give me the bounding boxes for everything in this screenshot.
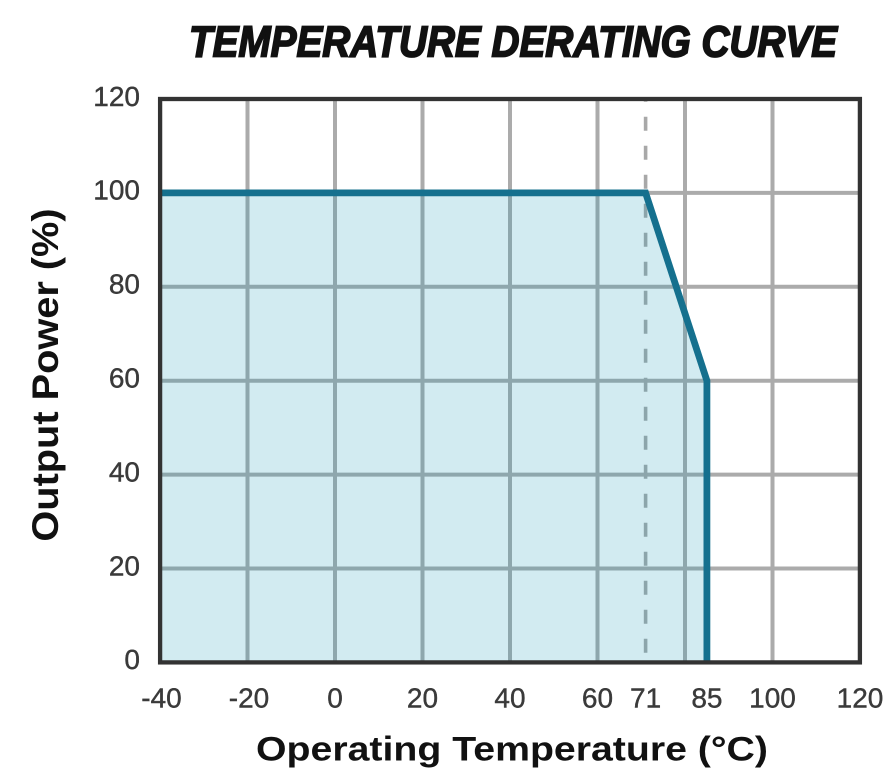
svg-text:100: 100 <box>749 683 796 714</box>
svg-text:-20: -20 <box>229 683 269 714</box>
svg-text:100: 100 <box>93 175 140 206</box>
svg-text:85: 85 <box>691 683 722 714</box>
svg-text:0: 0 <box>327 683 343 714</box>
svg-text:71: 71 <box>630 683 661 714</box>
svg-text:120: 120 <box>93 81 140 112</box>
svg-text:40: 40 <box>494 683 525 714</box>
svg-text:Operating Temperature (°C): Operating Temperature (°C) <box>256 730 768 768</box>
svg-text:40: 40 <box>109 456 140 487</box>
svg-text:80: 80 <box>109 269 140 300</box>
svg-text:60: 60 <box>109 363 140 394</box>
svg-text:Output Power (%): Output Power (%) <box>25 208 66 541</box>
svg-text:TEMPERATURE DERATING CURVE: TEMPERATURE DERATING CURVE <box>189 16 838 66</box>
svg-text:0: 0 <box>124 644 140 675</box>
svg-text:20: 20 <box>109 550 140 581</box>
svg-text:20: 20 <box>407 683 438 714</box>
svg-text:60: 60 <box>582 683 613 714</box>
svg-text:120: 120 <box>837 683 884 714</box>
svg-text:-40: -40 <box>141 683 181 714</box>
